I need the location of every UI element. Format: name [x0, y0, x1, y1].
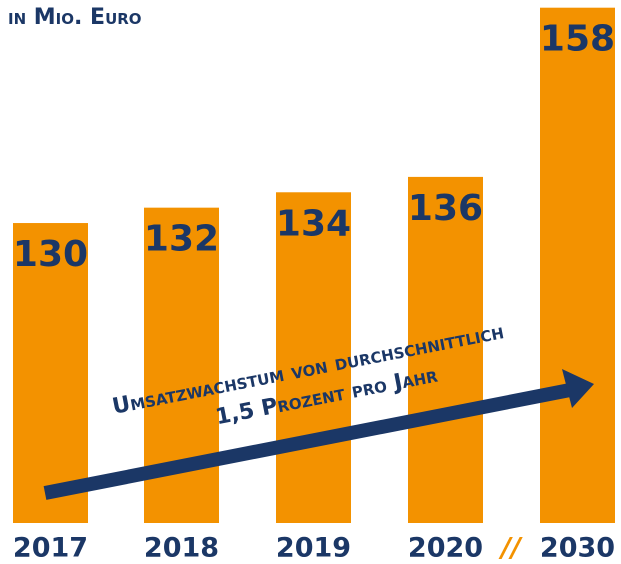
chart-title: in Mio. Euro [8, 5, 142, 30]
x-tick-label: 2018 [144, 533, 219, 564]
bar [13, 223, 88, 523]
value-label: 136 [408, 188, 483, 229]
value-label: 158 [540, 19, 615, 60]
value-label: 134 [276, 203, 351, 244]
bar [540, 7, 615, 524]
arrow-head [562, 369, 594, 408]
bar [276, 192, 351, 523]
bar [408, 176, 483, 523]
x-tick-label: 2017 [13, 533, 88, 564]
x-tick-label: 2019 [276, 533, 351, 564]
trend-arrow [43, 383, 572, 500]
x-tick-label: 2030 [540, 533, 615, 564]
value-label: 130 [13, 234, 88, 275]
x-tick-label: 2020 [408, 533, 483, 564]
axis-break: // [498, 533, 523, 564]
value-label: 132 [144, 219, 219, 260]
